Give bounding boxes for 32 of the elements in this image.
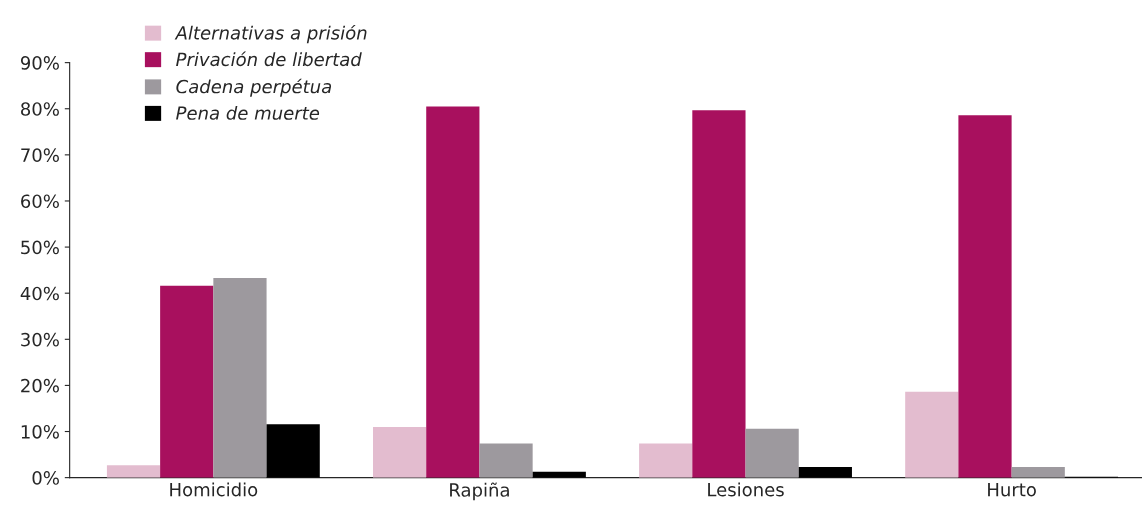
y-tick-label: 90% [20, 56, 59, 70]
bar [160, 285, 214, 478]
x-tick-label: Rapiña [450, 482, 509, 501]
y-tick-label: 30% [21, 332, 59, 347]
bar [426, 106, 480, 478]
y-tick-label: 40% [20, 286, 59, 301]
legend-label: Privación de libertad [176, 51, 362, 67]
y-tick-label: 20% [21, 378, 59, 393]
legend-label: Cadena perpétua [176, 78, 332, 97]
bar [106, 465, 161, 478]
x-tick-label: Hurto [988, 483, 1036, 497]
y-tick-label: 0% [32, 471, 59, 485]
bar [639, 443, 693, 478]
y-tick-label: 60% [21, 194, 59, 209]
bar [479, 443, 533, 478]
bar [373, 426, 427, 478]
bar [213, 277, 267, 478]
y-tick-label: 50% [21, 240, 59, 255]
bar [905, 391, 959, 478]
bar [745, 428, 799, 478]
y-tick-label: 70% [21, 148, 59, 162]
legend-label: Pena de muerte [176, 105, 320, 120]
bar [266, 424, 320, 478]
x-tick-label: Homicidio [170, 482, 258, 497]
bar [692, 110, 746, 478]
y-tick-label: 80% [21, 102, 59, 116]
legend-label: Alternativas a prisión [174, 24, 367, 44]
bar [798, 467, 852, 478]
bar [958, 115, 1012, 478]
x-tick-label: Lesiones [708, 482, 784, 497]
y-tick-label: 10% [21, 424, 59, 439]
bar [1011, 467, 1065, 478]
